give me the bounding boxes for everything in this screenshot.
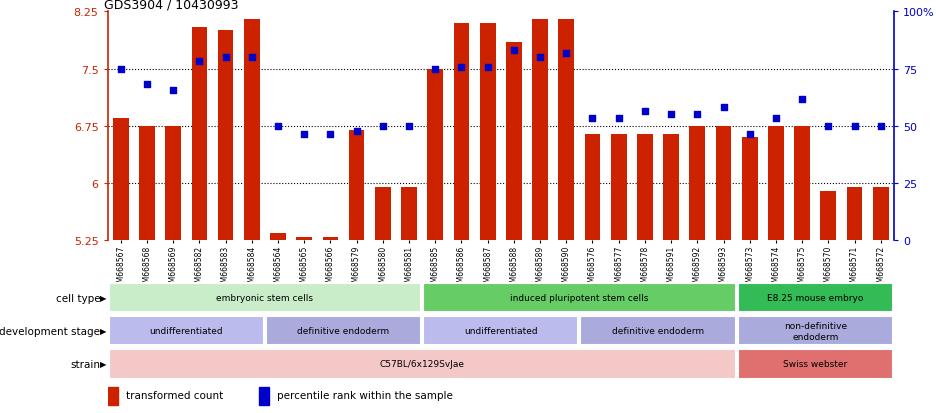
Bar — [108, 387, 118, 405]
Bar — [533, 20, 548, 241]
Bar — [611, 134, 626, 241]
FancyBboxPatch shape — [109, 349, 736, 379]
Text: undifferentiated: undifferentiated — [464, 327, 537, 335]
Point — [847, 123, 862, 130]
Bar — [480, 24, 495, 241]
Point — [768, 116, 783, 122]
Bar — [690, 127, 705, 241]
Bar — [375, 188, 390, 241]
Bar — [218, 31, 233, 241]
Point — [166, 88, 181, 94]
FancyBboxPatch shape — [109, 283, 421, 313]
Point — [271, 123, 285, 130]
Bar — [349, 131, 364, 241]
FancyBboxPatch shape — [266, 316, 421, 346]
Bar — [192, 28, 207, 241]
Point — [402, 123, 417, 130]
Bar — [768, 127, 783, 241]
Bar — [795, 127, 810, 241]
Text: ▶: ▶ — [100, 360, 107, 368]
Point — [559, 51, 574, 57]
Point — [637, 108, 652, 115]
Text: Swiss webster: Swiss webster — [783, 360, 847, 368]
Bar — [454, 24, 469, 241]
FancyBboxPatch shape — [738, 283, 893, 313]
Point — [873, 123, 888, 130]
Text: ▶: ▶ — [100, 327, 107, 335]
Bar — [113, 119, 128, 241]
Point — [297, 131, 312, 138]
Point — [113, 66, 128, 73]
Point — [454, 65, 469, 71]
Text: ▶: ▶ — [100, 294, 107, 302]
Bar — [873, 188, 888, 241]
Text: non-definitive
endoderm: non-definitive endoderm — [783, 321, 847, 341]
Text: E8.25 mouse embryo: E8.25 mouse embryo — [768, 294, 863, 302]
Text: induced pluripotent stem cells: induced pluripotent stem cells — [510, 294, 649, 302]
Bar — [166, 127, 181, 241]
Bar — [637, 134, 652, 241]
Point — [664, 112, 679, 119]
Bar — [297, 237, 312, 241]
Point — [533, 55, 548, 62]
FancyBboxPatch shape — [423, 283, 736, 313]
Point — [139, 81, 154, 88]
FancyBboxPatch shape — [738, 316, 893, 346]
Point — [244, 55, 259, 62]
Point — [716, 104, 731, 111]
Point — [742, 131, 757, 138]
Point — [375, 123, 390, 130]
Point — [192, 59, 207, 65]
Point — [690, 112, 705, 119]
Text: development stage: development stage — [0, 326, 100, 336]
Bar — [139, 127, 154, 241]
Bar — [847, 188, 862, 241]
Bar — [821, 191, 836, 241]
Bar — [559, 20, 574, 241]
Point — [480, 65, 495, 71]
Point — [323, 131, 338, 138]
Text: transformed count: transformed count — [125, 390, 223, 401]
Point — [349, 128, 364, 135]
FancyBboxPatch shape — [109, 316, 264, 346]
Bar — [323, 237, 338, 241]
Bar — [716, 127, 731, 241]
Text: definitive endoderm: definitive endoderm — [298, 327, 389, 335]
Bar — [271, 233, 285, 241]
Point — [821, 123, 836, 130]
Point — [611, 116, 626, 122]
Bar — [244, 20, 259, 241]
Bar — [258, 387, 269, 405]
Text: C57BL/6x129SvJae: C57BL/6x129SvJae — [380, 360, 464, 368]
Text: embryonic stem cells: embryonic stem cells — [216, 294, 314, 302]
Bar — [742, 138, 757, 241]
Text: percentile rank within the sample: percentile rank within the sample — [276, 390, 452, 401]
Bar — [428, 69, 443, 241]
Text: cell type: cell type — [55, 293, 100, 303]
Point — [585, 116, 600, 122]
Text: GDS3904 / 10430993: GDS3904 / 10430993 — [104, 0, 238, 11]
Point — [795, 97, 810, 103]
Bar — [585, 134, 600, 241]
FancyBboxPatch shape — [423, 316, 578, 346]
Text: strain: strain — [70, 359, 100, 369]
Bar — [506, 43, 521, 241]
Text: definitive endoderm: definitive endoderm — [612, 327, 704, 335]
Point — [506, 47, 521, 54]
FancyBboxPatch shape — [738, 349, 893, 379]
Bar — [664, 134, 679, 241]
Bar — [402, 188, 417, 241]
Text: undifferentiated: undifferentiated — [150, 327, 223, 335]
FancyBboxPatch shape — [580, 316, 736, 346]
Point — [428, 66, 443, 73]
Point — [218, 55, 233, 62]
